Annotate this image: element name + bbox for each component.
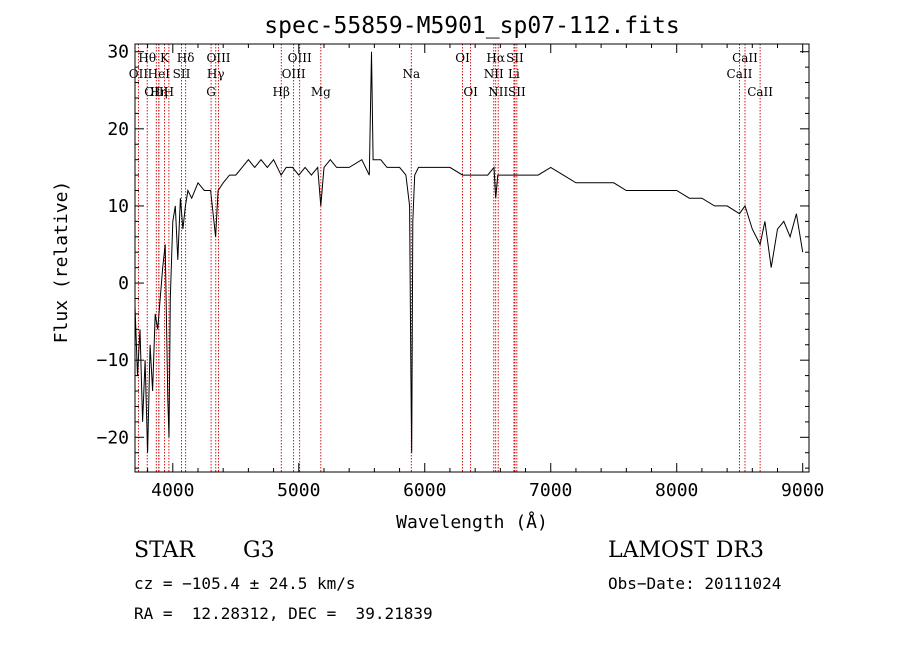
observation-date: Obs−Date: 20111024 [608,574,782,593]
y-tick-label: −20 [96,427,129,448]
x-tick-label: 9000 [781,480,824,501]
reference-line-label: H [164,85,174,99]
reference-line-label: Hβ [273,85,290,99]
reference-line-label: NII [484,67,504,81]
reference-line-label: HeI [148,67,171,81]
y-tick-label: 0 [118,273,129,294]
reference-line-label: OIII [144,85,168,99]
reference-line-label: Hθ [138,51,156,65]
reference-line-label: NII [488,85,508,99]
y-tick-label: 10 [107,196,129,217]
survey-name: LAMOST DR3 [608,538,764,563]
reference-line-label: OIII [282,67,306,81]
reference-line-label: K [160,51,170,65]
x-tick-label: 5000 [277,480,320,501]
reference-line-label: Hη [150,85,168,99]
reference-line-label: CaII [732,51,758,65]
reference-line-label: CaII [747,85,773,99]
reference-lines [137,44,761,472]
plot-frame [134,43,810,473]
x-tick-label: 6000 [403,480,446,501]
object-class: STAR [134,538,195,563]
reference-line-label: OI [463,85,478,99]
x-tick-label: 7000 [529,480,572,501]
object-subclass: G3 [243,538,275,563]
reference-line-label: OI [455,51,470,65]
spectrum-line [134,51,804,453]
reference-line-label: SII [508,85,526,99]
reference-line-label: OIII [288,51,312,65]
reference-line-label: Li [508,67,520,81]
reference-line-label: OIII [206,51,230,65]
reference-line-label: SII [506,51,524,65]
reference-line-label: Hγ [207,67,225,81]
axis-ticks: 4000 5000 6000 7000 8000 9000 −20 −10 0 10 20 30 [96,42,824,501]
reference-line-label: Na [402,67,420,81]
x-axis-label: Wavelength (Å) [396,511,548,533]
reference-line-label: Hδ [177,51,195,65]
y-tick-label: −10 [96,350,129,371]
x-tick-label: 4000 [151,480,194,501]
reference-line-label: CaII [727,67,753,81]
reference-line-label: Hα [486,51,505,65]
chart-title: spec-55859-M5901_sp07-112.fits [264,13,679,39]
reference-line-label: G [206,85,216,99]
sky-coordinates: RA = 12.28312, DEC = 39.21839 [134,604,433,623]
reference-line-label: Mg [311,85,331,99]
redshift-velocity: cz = −105.4 ± 24.5 km/s [134,574,356,593]
y-tick-label: 20 [107,119,129,140]
y-tick-label: 30 [107,42,129,63]
x-tick-label: 8000 [655,480,698,501]
reference-line-label: OII [129,67,149,81]
reference-line-label: SII [173,67,191,81]
y-axis-label: Flux (relative) [51,181,72,344]
